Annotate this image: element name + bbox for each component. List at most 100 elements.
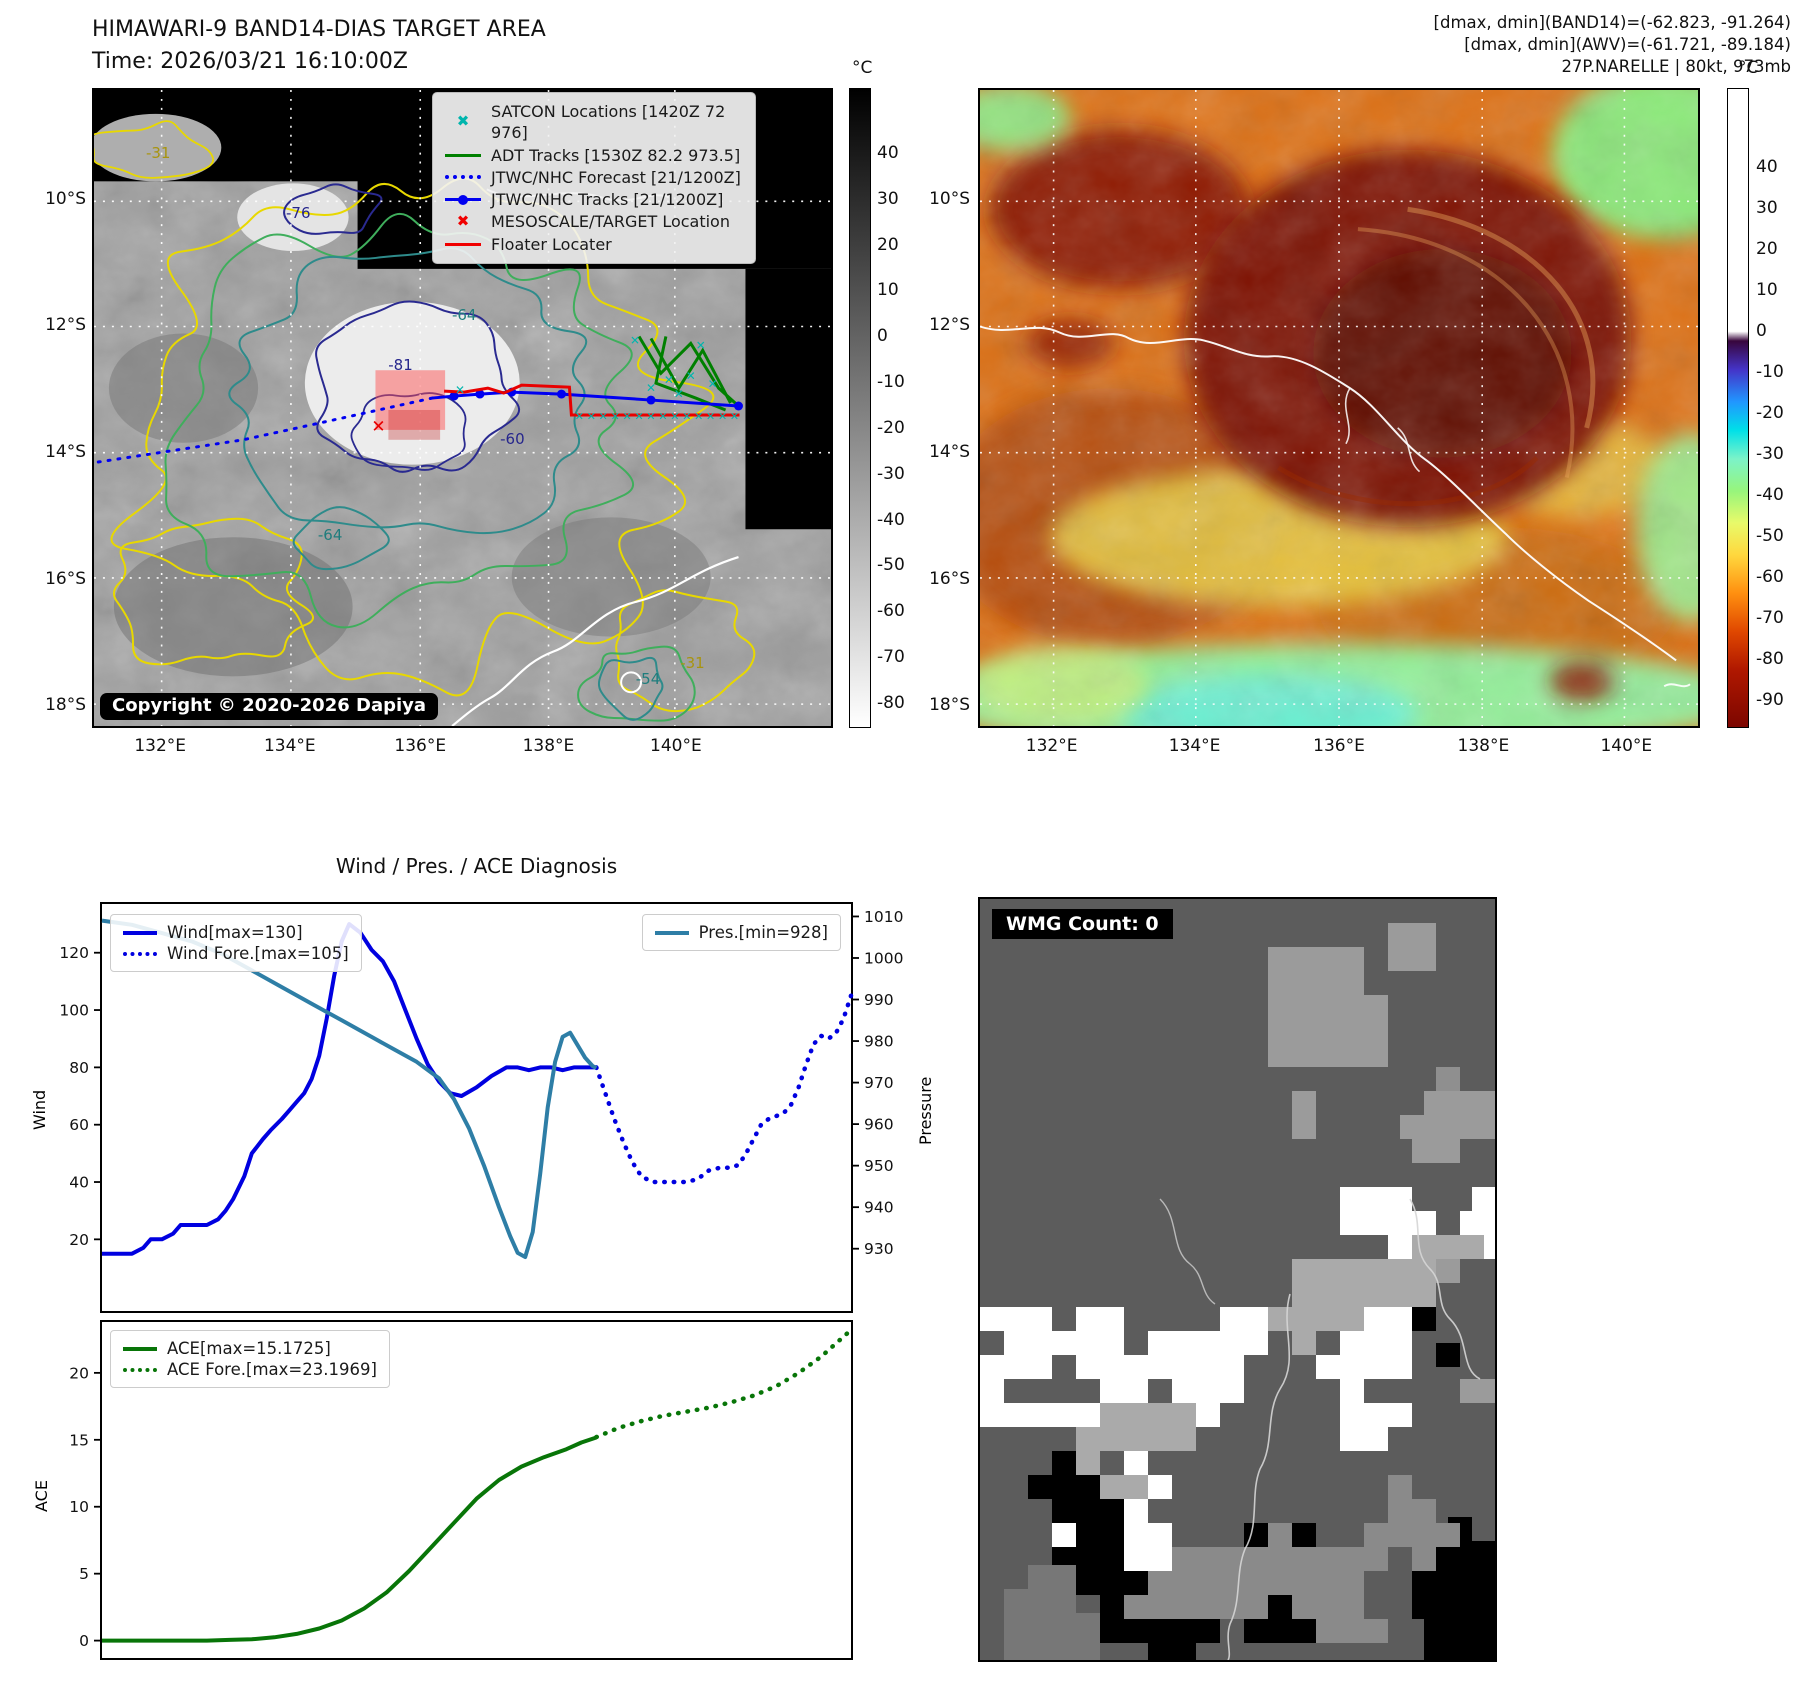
colorbar-tick-label: -50 [1756,526,1784,546]
storm-info-text: 27P.NARELLE | 80kt, 973mb [1561,56,1791,76]
axis-tick-label: 15 [69,1431,89,1449]
legend-item-satcon: ✖ SATCON Locations [1420Z 72 976] [443,101,745,144]
axis-tick-label: 0 [79,1632,89,1650]
axis-tick-label: 960 [864,1116,894,1134]
svg-text:✕: ✕ [599,410,608,423]
ace-dotted-line-icon [123,1367,157,1372]
legend-item-tracks: JTWC/NHC Tracks [21/1200Z] [443,189,745,210]
colorbar-tick-label: 30 [877,188,899,209]
left-map-header: HIMAWARI-9 BAND14-DIAS TARGET AREA Time:… [92,14,546,78]
axis-tick-label: 20 [69,1231,89,1249]
legend-label: Floater Locater [491,234,612,254]
red-x-icon: ✖ [456,211,470,230]
left-colorbar-unit: °C [852,58,873,78]
axis-tick-label: 970 [864,1074,894,1092]
dmax-band14-text: [dmax, dmin](BAND14)=(-62.823, -91.264) [1433,13,1791,32]
lat-tick-label: 12°S [45,315,86,336]
ace-axis-label: ACE [32,1480,51,1512]
colorbar-tick-label: -80 [1756,649,1784,669]
wmg-count-map: WMG Count: 0 [978,897,1497,1662]
colorbar-tick-label: -30 [877,463,905,484]
lon-tick-label: 136°E [1313,736,1365,756]
svg-text:✕: ✕ [682,410,691,423]
axis-tick-label: 980 [864,1033,894,1051]
legend-item-ace: ACE[max=15.1725] [123,1339,377,1358]
svg-text:✕: ✕ [730,410,739,423]
colorbar-tick-label: 30 [1756,198,1778,218]
legend-label: ACE[max=15.1725] [167,1339,331,1358]
legend-item-wind: Wind[max=130] [123,923,349,942]
contour-value-label: -81 [388,355,413,374]
svg-text:✕: ✕ [587,410,596,423]
wind-pressure-chart: 20 40 60 80 100 120 930 940 950 960 970 980 990 1000 1… [59,902,903,1313]
legend-label: Wind[max=130] [167,923,303,942]
legend-label: Pres.[min=928] [698,923,828,942]
lon-tick-label: 140°E [1600,736,1653,756]
green-line-icon [443,146,483,164]
contour-value-label: -31 [145,144,171,162]
ace-chart: 0 5 10 15 20 ACE[max=15.1725] ACE Fore.[max=… [69,1320,854,1660]
contour-value-label: -76 [285,204,311,223]
legend-item-mesoscale: ✖ MESOSCALE/TARGET Location [443,211,745,232]
svg-text:✕: ✕ [708,377,718,391]
contour-value-label: -60 [500,430,525,449]
colorbar-tick-label: 10 [877,280,899,301]
colorbar-tick-label: 40 [877,143,899,163]
colorbar-tick-label: -70 [877,647,905,668]
colorbar-tick-label: -20 [1756,403,1784,423]
svg-text:✕: ✕ [634,410,643,423]
colorbar-tick-label: -60 [1756,567,1784,587]
svg-text:✕: ✕ [686,369,696,383]
svg-text:✕: ✕ [674,387,684,401]
colorbar-tick-label: -60 [877,601,905,622]
colorbar-tick-label: -50 [877,555,905,576]
svg-text:✕: ✕ [455,383,465,397]
lon-tick-label: 140°E [650,736,702,756]
series-line [102,1435,597,1643]
svg-text:✕: ✕ [664,373,674,387]
diagnosis-title: Wind / Pres. / ACE Diagnosis [335,854,618,878]
axis-tick-label: 20 [69,1364,89,1382]
axis-tick-label: 1010 [864,908,903,926]
axis-tick-label: 940 [864,1199,894,1217]
satcon-x-icon: ✖ [456,112,470,131]
lat-tick-label: 18°S [929,694,970,715]
wind-dotted-line-icon [123,951,157,956]
legend-label: MESOSCALE/TARGET Location [491,212,730,232]
lat-tick-label: 10°S [929,189,970,209]
legend-label: JTWC/NHC Tracks [21/1200Z] [491,190,724,210]
colorbar-tick-label: -90 [1756,690,1784,710]
series-line [594,993,854,1185]
svg-text:✕: ✕ [371,416,385,436]
legend-label: SATCON Locations [1420Z 72 976] [491,102,726,143]
colorbar-tick-label: -20 [877,417,905,438]
svg-text:✕: ✕ [623,410,632,423]
blue-dotted-line-icon [443,168,483,186]
svg-text:✕: ✕ [706,410,715,423]
svg-text:✕: ✕ [630,333,640,347]
colorbar-tick-label: 40 [1756,157,1778,177]
axis-tick-label: 60 [69,1116,89,1134]
colorbar-tick-label: -10 [1756,362,1784,382]
lon-tick-label: 134°E [263,736,316,756]
contour-value-label: -64 [451,305,477,324]
satellite-imagery: ✕ ✕ ✕ ✕ ✕ ✕ ✕ ✕ ✕ ✕ ✕ ✕ ✕ ✕✕✕ ✕✕✕✕ ✕✕✕ [94,90,831,726]
pressure-line-icon [654,930,689,935]
dmax-awv-text: [dmax, dmin](AWV)=(-61.721, -89.184) [1464,34,1791,54]
lon-tick-label: 132°E [134,736,187,756]
legend-item-wind-forecast: Wind Fore.[max=105] [123,944,349,963]
legend-item-forecast: JTWC/NHC Forecast [21/1200Z] [443,167,745,188]
ace-plot: 0 5 10 15 20 [69,1327,854,1650]
axis-tick-label: 950 [864,1157,894,1175]
axis-tick-label: 100 [59,1002,89,1020]
wind-axis-label: Wind [30,1089,49,1130]
colorbar-tick-label: 20 [877,234,899,255]
pressure-axis-label: Pressure [916,1076,935,1145]
band14-satellite-map: ✕ ✕ ✕ ✕ ✕ ✕ ✕ ✕ ✕ ✕ ✕ ✕ ✕ ✕ ✕ ✕ ✕ ✕ ✕ ✕ ✕ ✕ ✕ ✖ SATCON Locatio… [92,88,833,728]
lon-tick-label: 134°E [1168,736,1221,756]
legend-label: Wind Fore.[max=105] [167,944,349,963]
lon-tick-label: 138°E [522,736,575,756]
series-line [594,1327,854,1440]
legend-item-ace-forecast: ACE Fore.[max=23.1969] [123,1360,377,1379]
